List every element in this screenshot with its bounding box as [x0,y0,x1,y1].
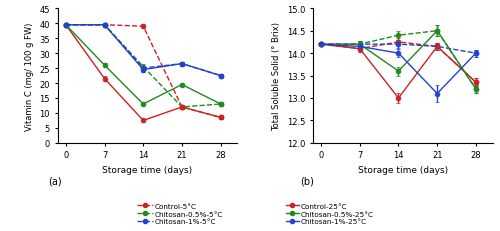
Legend: Control-5°C, Chitosan-0.5%-5°C, Chitosan-1%-5°C: Control-5°C, Chitosan-0.5%-5°C, Chitosan… [134,200,226,227]
Y-axis label: Vitamin C (mg/ 100 g FW): Vitamin C (mg/ 100 g FW) [24,22,34,130]
Y-axis label: Total Soluble Solid (° Brix): Total Soluble Solid (° Brix) [272,22,281,131]
Legend: Control-25°C, Chitosan-0.5%-25°C, Chitosan-1%-25°C: Control-25°C, Chitosan-0.5%-25°C, Chitos… [283,200,377,227]
Text: (b): (b) [300,176,314,185]
X-axis label: Storage time (days): Storage time (days) [358,165,448,174]
Text: (a): (a) [48,176,62,185]
X-axis label: Storage time (days): Storage time (days) [102,165,192,174]
